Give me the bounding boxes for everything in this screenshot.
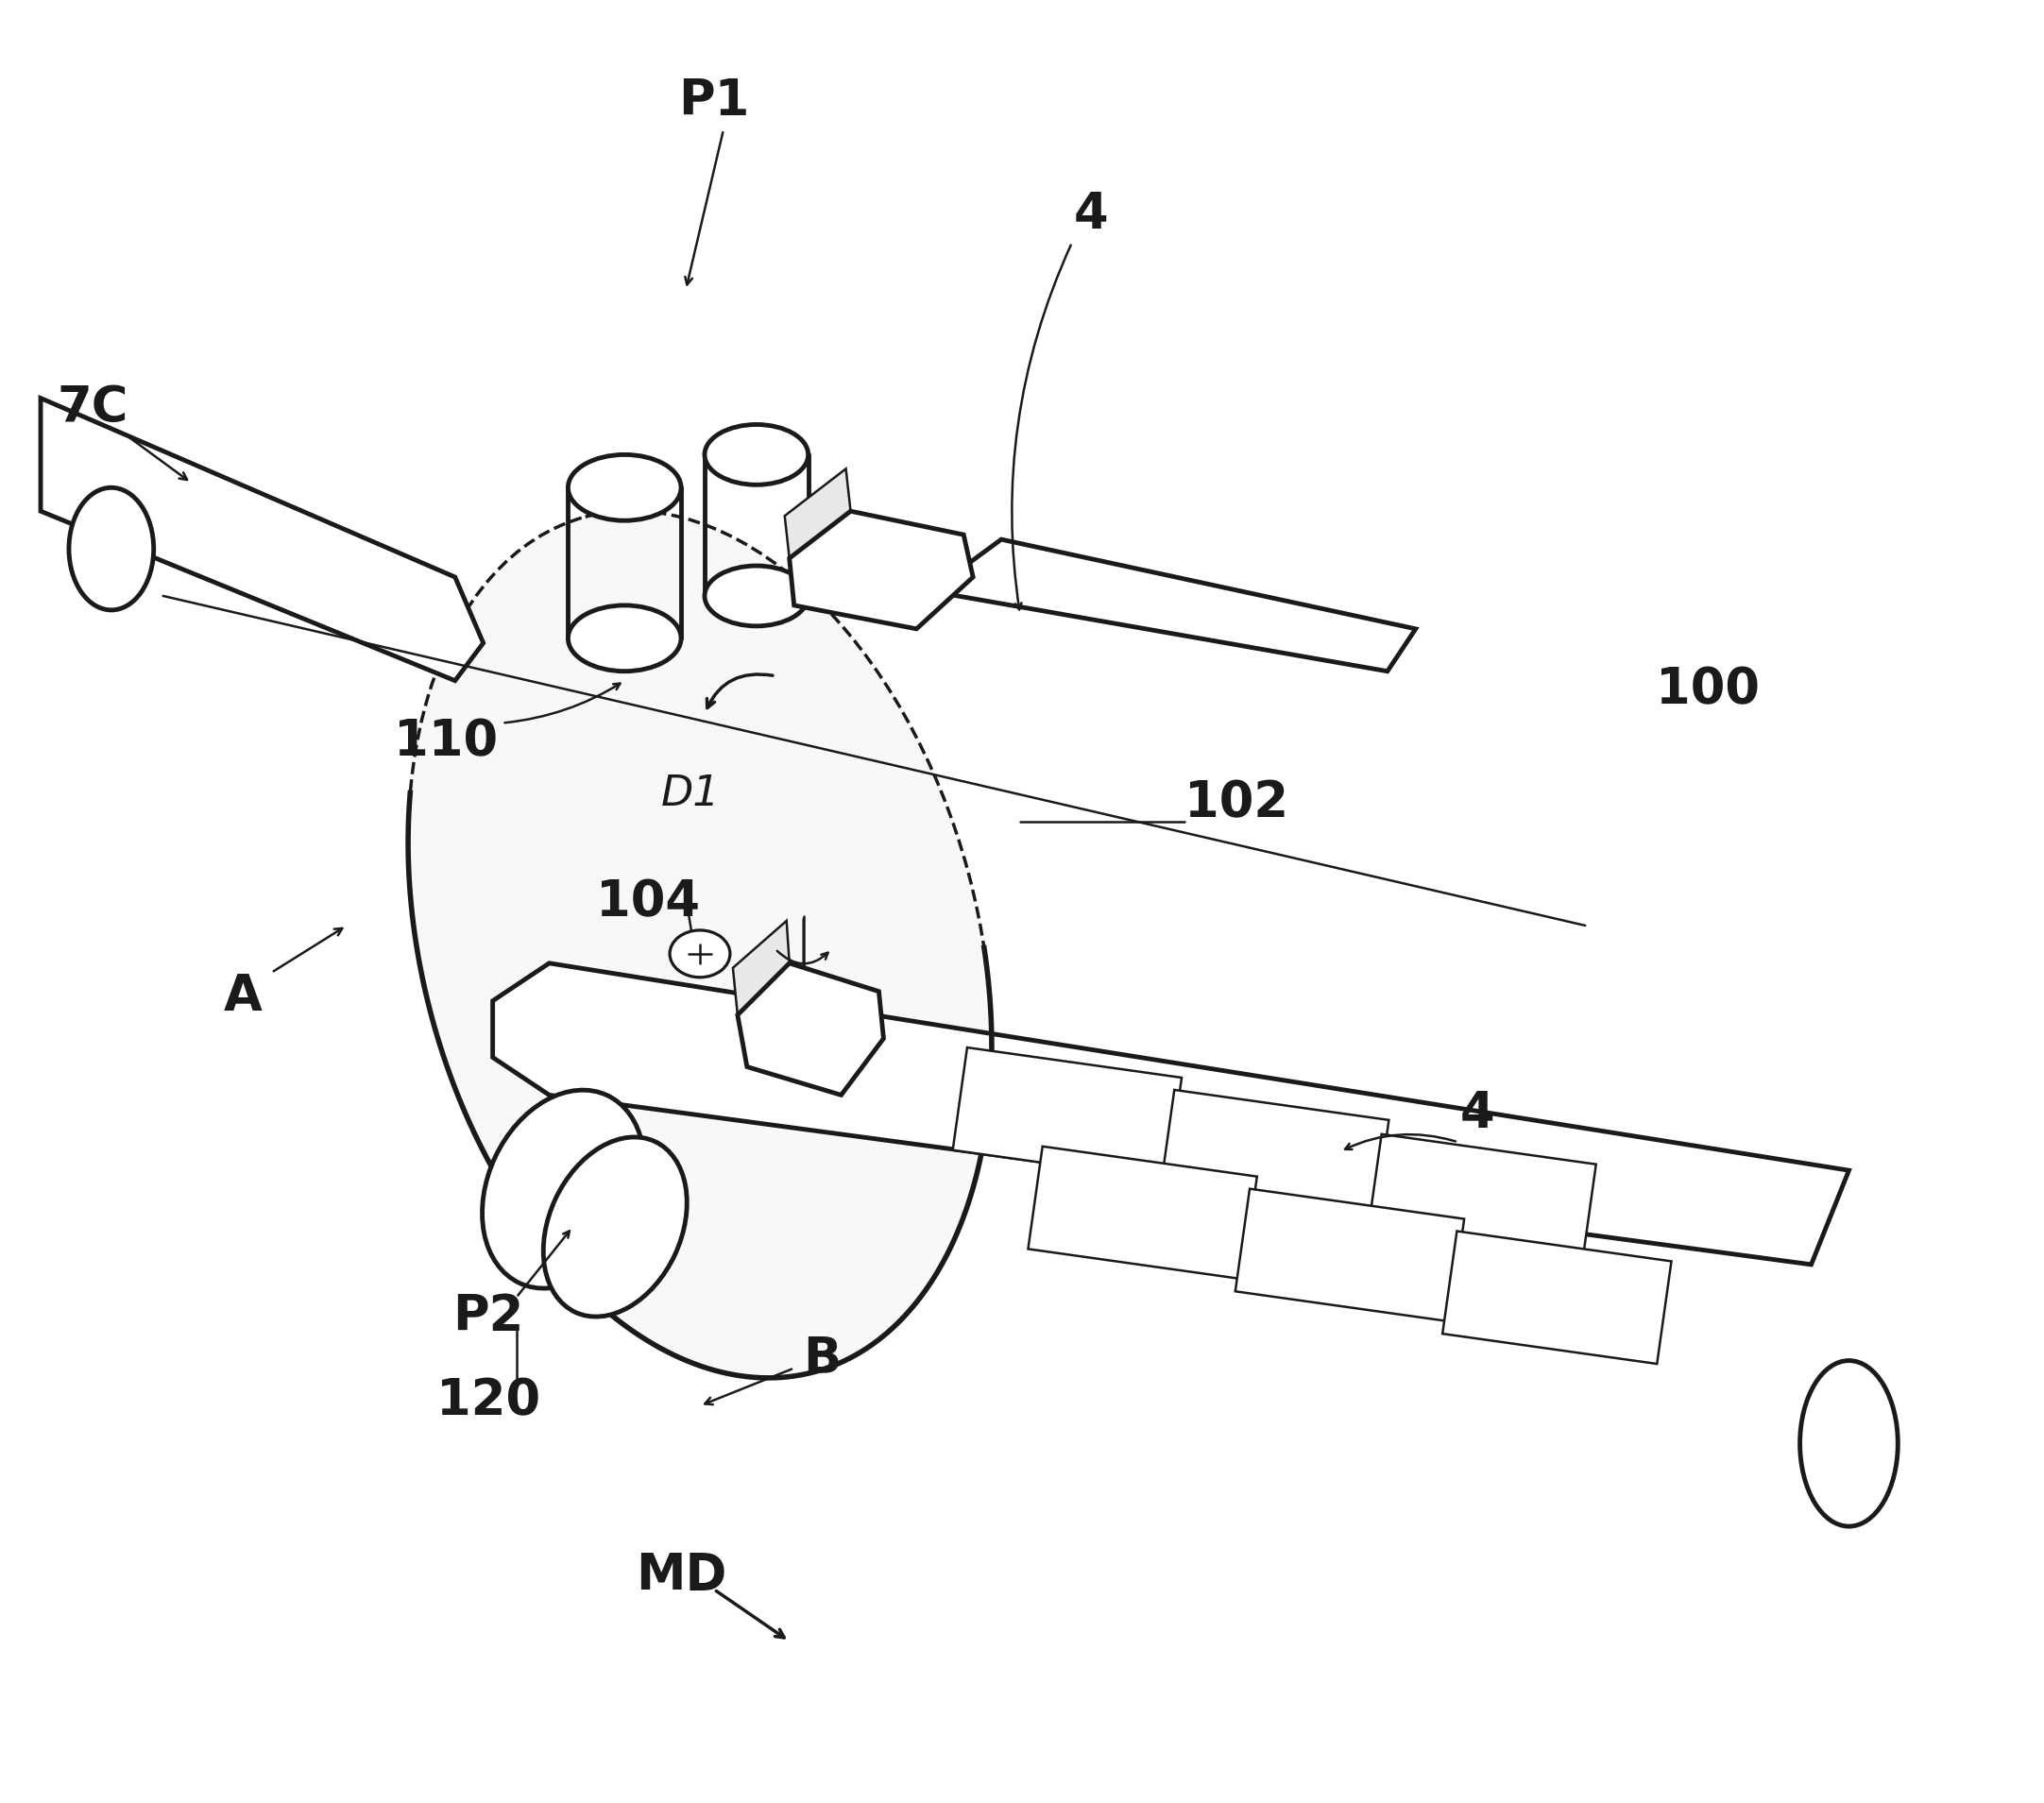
Text: 4: 4	[1459, 1089, 1494, 1138]
Polygon shape	[1235, 1188, 1464, 1322]
Polygon shape	[738, 963, 883, 1094]
Polygon shape	[1159, 1089, 1388, 1222]
Ellipse shape	[69, 487, 153, 609]
Polygon shape	[953, 1048, 1181, 1181]
Text: P1: P1	[679, 78, 750, 126]
Polygon shape	[930, 539, 1416, 671]
Text: 7C: 7C	[57, 382, 129, 433]
Text: 110: 110	[394, 718, 497, 766]
Text: 120: 120	[435, 1376, 540, 1426]
Polygon shape	[734, 921, 789, 1015]
Text: D2: D2	[797, 1028, 856, 1067]
Ellipse shape	[544, 1138, 687, 1316]
Text: B: B	[803, 1334, 842, 1383]
Polygon shape	[1443, 1231, 1672, 1363]
Ellipse shape	[1801, 1361, 1899, 1527]
Text: 4: 4	[1073, 189, 1108, 240]
Ellipse shape	[705, 424, 807, 485]
Text: D1: D1	[660, 773, 719, 813]
Text: 104: 104	[597, 878, 699, 927]
Ellipse shape	[409, 510, 991, 1377]
Ellipse shape	[482, 1091, 644, 1289]
Ellipse shape	[568, 454, 681, 521]
Text: MD: MD	[636, 1551, 726, 1599]
Polygon shape	[789, 512, 973, 629]
Polygon shape	[1367, 1134, 1596, 1268]
Polygon shape	[41, 398, 482, 682]
Text: 100: 100	[1656, 665, 1760, 714]
Polygon shape	[1028, 1147, 1257, 1278]
Ellipse shape	[705, 566, 807, 626]
Ellipse shape	[568, 606, 681, 671]
Polygon shape	[785, 469, 850, 559]
Polygon shape	[493, 963, 1850, 1264]
Text: 102: 102	[1186, 779, 1288, 828]
Text: P2: P2	[452, 1291, 523, 1341]
Text: A: A	[225, 972, 262, 1020]
Ellipse shape	[670, 930, 730, 977]
